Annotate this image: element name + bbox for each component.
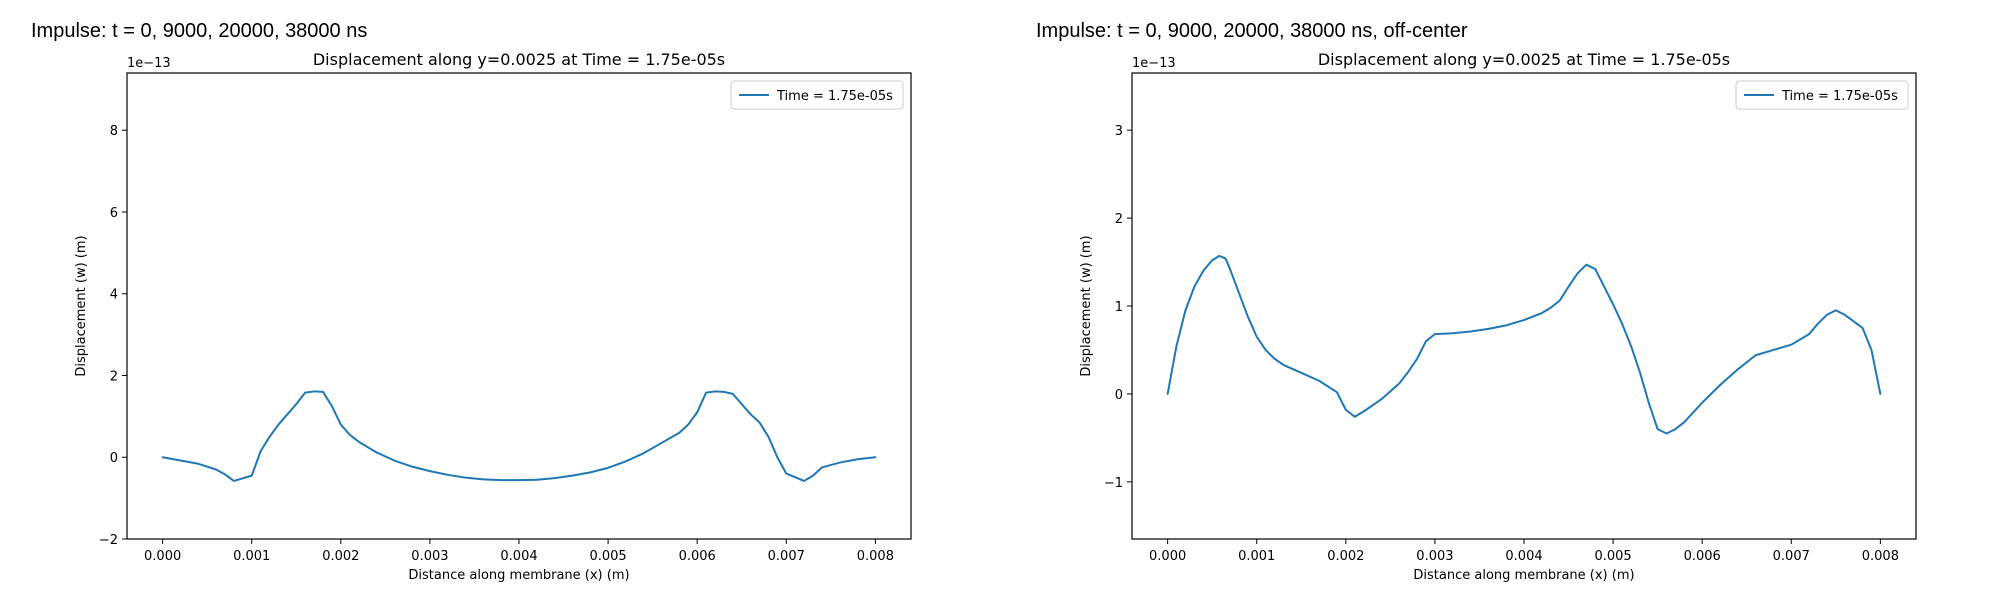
- line-chart: 0.000 0.001 0.002 0.003 0.004 0.005 0.006 0.007…: [1079, 50, 1917, 583]
- y-axis-label: Displacement (w) (m): [1079, 235, 1094, 376]
- chart-panel-left: Impulse: t = 0, 9000, 20000, 38000 ns 0.…: [31, 20, 912, 583]
- series-line: [161, 390, 877, 482]
- y-tick-label: 1: [1115, 300, 1123, 315]
- legend-label: Time = 1.75e-05s: [1781, 89, 1898, 104]
- x-tick-label: 0.008: [1862, 549, 1899, 564]
- y-tick-label: 2: [1115, 212, 1123, 227]
- x-tick-label: 0.003: [1416, 549, 1453, 564]
- x-tick-label: 0.006: [1684, 549, 1721, 564]
- x-tick-label: 0.005: [589, 549, 626, 564]
- y-offset-label: 1e−13: [127, 56, 171, 71]
- x-axis-label: Distance along membrane (x) (m): [1413, 568, 1634, 583]
- x-tick-label: 0.008: [857, 549, 894, 564]
- chart-title: Displacement along y=0.0025 at Time = 1.…: [1318, 50, 1730, 69]
- y-offset-label: 1e−13: [1132, 56, 1176, 71]
- x-tick-label: 0.000: [1149, 549, 1186, 564]
- x-tick-label: 0.005: [1594, 549, 1631, 564]
- legend-box: [1735, 80, 1909, 110]
- x-tick-label: 0.006: [679, 549, 716, 564]
- chart-panel-right: Impulse: t = 0, 9000, 20000, 38000 ns, o…: [1005, 0, 2000, 600]
- x-tick-label: 0.004: [1505, 549, 1542, 564]
- x-tick-label: 0.007: [1773, 549, 1810, 564]
- x-tick-label: 0.000: [144, 549, 181, 564]
- series-line: [1166, 254, 1882, 435]
- y-tick-label: 4: [110, 288, 118, 303]
- x-tick-label: 0.001: [1238, 549, 1275, 564]
- axes-frame: [1131, 72, 1917, 540]
- x-tick-label: 0.007: [768, 549, 805, 564]
- chart-title: Displacement along y=0.0025 at Time = 1.…: [313, 50, 725, 69]
- x-tick-label: 0.002: [1327, 549, 1364, 564]
- x-tick-label: 0.002: [322, 549, 359, 564]
- x-tick-label: 0.001: [233, 549, 270, 564]
- legend-box: [730, 80, 904, 110]
- figure-suptitle: Impulse: t = 0, 9000, 20000, 38000 ns: [31, 20, 368, 42]
- y-tick-label: −2: [99, 533, 118, 548]
- y-axis-label: Displacement (w) (m): [74, 235, 89, 376]
- y-tick-label: 8: [110, 124, 118, 139]
- x-tick-label: 0.003: [411, 549, 448, 564]
- y-tick-label: 3: [1115, 124, 1123, 139]
- line-chart: 0.000 0.001 0.002 0.003 0.004 0.005 0.006 0.007…: [74, 50, 912, 583]
- y-tick-label: 0: [110, 451, 118, 466]
- y-tick-label: 2: [110, 369, 118, 384]
- x-axis-label: Distance along membrane (x) (m): [408, 568, 629, 583]
- axes-frame: [126, 72, 912, 540]
- y-tick-label: 6: [110, 206, 118, 221]
- x-tick-label: 0.004: [500, 549, 537, 564]
- figure-suptitle: Impulse: t = 0, 9000, 20000, 38000 ns, o…: [1036, 20, 1468, 42]
- legend-label: Time = 1.75e-05s: [776, 89, 893, 104]
- y-tick-label: 0: [1115, 388, 1123, 403]
- y-tick-label: −1: [1104, 476, 1123, 491]
